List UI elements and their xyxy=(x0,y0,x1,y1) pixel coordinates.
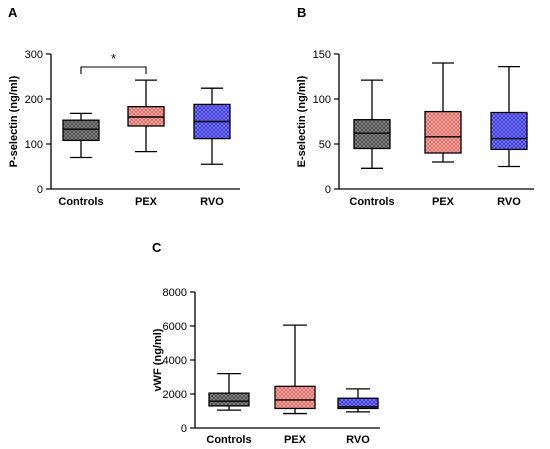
y-tick-label: 0 xyxy=(37,184,43,196)
y-tick-label: 150 xyxy=(313,49,331,61)
box-controls xyxy=(208,372,250,411)
box-controls xyxy=(62,112,100,159)
y-tick-label: 100 xyxy=(313,94,331,106)
y-tick-label: 0 xyxy=(181,423,187,435)
box-pex xyxy=(274,324,316,415)
category-label: Controls xyxy=(206,434,251,446)
category-label: PEX xyxy=(135,196,158,208)
box-controls xyxy=(353,79,391,169)
box-body xyxy=(62,119,100,142)
category-label: RVO xyxy=(200,196,224,208)
box-rvo xyxy=(193,87,231,165)
y-axis-title: vWF (ng/ml) xyxy=(152,328,164,391)
y-tick-label: 6000 xyxy=(163,321,187,333)
significance-marker: * xyxy=(111,51,116,66)
box-body xyxy=(337,397,379,410)
box-rvo xyxy=(337,388,379,413)
chart-panel-c: C 0 2000 4000 6000 8000 vWF (ng/ml) Controls PEX… xyxy=(152,240,380,446)
chart-panel-a: A 0 100 200 300 P-selectin (ng/ml) Controls PEX… xyxy=(8,5,240,208)
panel-label: A xyxy=(8,5,18,20)
y-tick-label: 300 xyxy=(25,49,43,61)
box-pex xyxy=(424,62,462,163)
y-axis-title: E-selectin (ng/ml) xyxy=(296,75,308,167)
significance-bracket xyxy=(80,66,147,74)
y-tick-label: 0 xyxy=(325,184,331,196)
category-label: PEX xyxy=(284,434,307,446)
panel-label: C xyxy=(152,240,162,255)
box-body xyxy=(208,392,250,407)
category-label: RVO xyxy=(346,434,370,446)
y-tick-label: 8000 xyxy=(163,287,187,299)
box-body xyxy=(424,110,462,154)
panel-label: B xyxy=(297,5,306,20)
category-label: Controls xyxy=(58,196,103,208)
y-tick-label: 50 xyxy=(319,139,331,151)
y-tick-label: 200 xyxy=(25,94,43,106)
box-pex xyxy=(127,79,165,153)
chart-panels: A 0 100 200 300 P-selectin (ng/ml) Controls PEX… xyxy=(8,5,534,446)
box-body xyxy=(274,385,316,410)
y-tick-label: 2000 xyxy=(163,389,187,401)
category-label: RVO xyxy=(497,196,521,208)
y-axis-title: P-selectin (ng/ml) xyxy=(8,75,20,167)
box-rvo xyxy=(490,65,528,168)
chart-panel-b: B 0 50 100 150 E-selectin (ng/ml) Controls PEX R… xyxy=(296,5,534,208)
category-label: Controls xyxy=(349,196,394,208)
category-label: PEX xyxy=(432,196,455,208)
y-tick-label: 4000 xyxy=(163,355,187,367)
y-tick-label: 100 xyxy=(25,139,43,151)
box-body xyxy=(490,111,528,151)
box-body xyxy=(353,119,391,150)
